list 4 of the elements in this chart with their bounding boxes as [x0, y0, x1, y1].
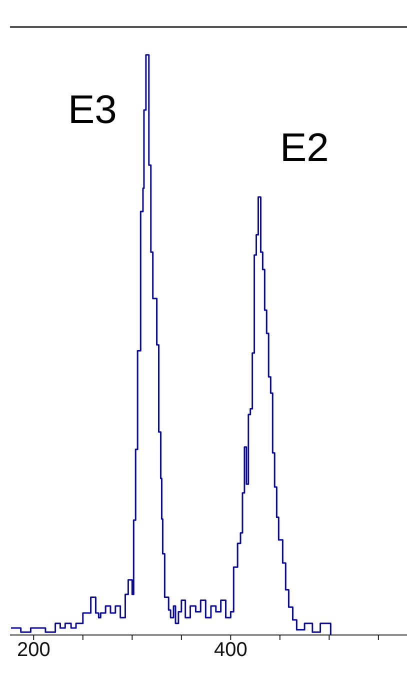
x-tick-label: 400 [214, 639, 248, 662]
annotation: E2 [280, 126, 329, 170]
annotation: E3 [68, 88, 117, 132]
x-tick-label: 200 [16, 639, 50, 662]
